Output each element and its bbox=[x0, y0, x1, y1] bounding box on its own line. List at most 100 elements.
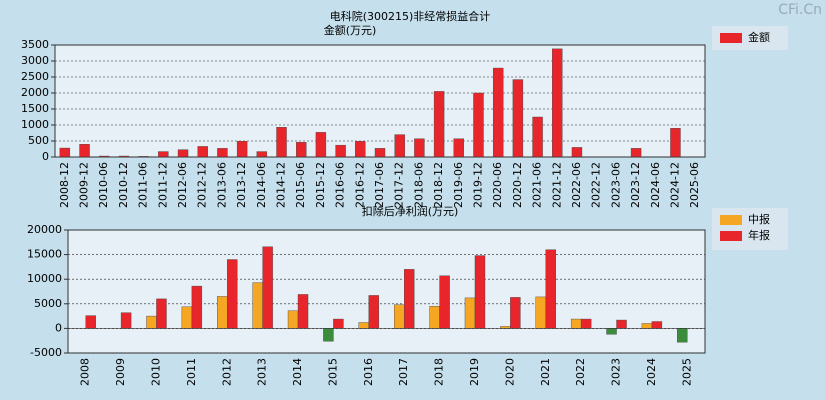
bar bbox=[570, 318, 582, 329]
x-tick-label: 2012-12 bbox=[196, 162, 209, 208]
legend-swatch bbox=[720, 231, 742, 241]
bar bbox=[323, 328, 334, 342]
bar bbox=[429, 306, 440, 329]
x-tick-label: 2024-12 bbox=[668, 162, 681, 208]
x-tick-label: 2010 bbox=[149, 358, 162, 386]
bar bbox=[355, 141, 366, 158]
y-tick-label: 15000 bbox=[27, 248, 62, 261]
x-tick-label: 2017-12 bbox=[393, 162, 406, 208]
chart-title: 电科院(300215)非经常损益合计 bbox=[330, 9, 491, 23]
bar bbox=[393, 304, 405, 329]
bar bbox=[414, 138, 425, 158]
x-tick-label: 2010-12 bbox=[117, 162, 130, 208]
bar bbox=[256, 151, 268, 158]
bar bbox=[473, 92, 484, 158]
bar bbox=[296, 142, 307, 158]
x-tick-label: 2018 bbox=[433, 358, 446, 386]
x-tick-label: 2019 bbox=[468, 358, 481, 386]
y-tick-label: 1500 bbox=[21, 102, 49, 115]
bar bbox=[358, 322, 370, 329]
y-tick-label: 3000 bbox=[21, 54, 49, 67]
x-tick-label: 2021-12 bbox=[550, 162, 563, 208]
bar bbox=[333, 318, 344, 329]
bar bbox=[276, 127, 287, 158]
x-tick-label: 2011 bbox=[185, 358, 198, 386]
y-tick-label: -5000 bbox=[30, 346, 62, 359]
bar bbox=[510, 297, 521, 329]
bar bbox=[474, 255, 486, 329]
bar bbox=[287, 310, 299, 329]
bar bbox=[59, 147, 71, 158]
x-tick-label: 2019-12 bbox=[471, 162, 484, 208]
y-tick-label: 2000 bbox=[21, 86, 49, 99]
x-tick-label: 2015-06 bbox=[294, 162, 307, 208]
legend-label: 年报 bbox=[748, 228, 770, 242]
bar bbox=[535, 296, 546, 329]
bar bbox=[552, 48, 563, 158]
bar bbox=[532, 116, 543, 158]
bar bbox=[297, 294, 309, 329]
bar bbox=[580, 318, 592, 329]
y-tick-label: 0 bbox=[55, 321, 62, 334]
bar bbox=[217, 296, 228, 329]
bar bbox=[453, 138, 464, 158]
x-tick-label: 2025-06 bbox=[688, 162, 701, 208]
x-tick-label: 2025 bbox=[680, 358, 693, 386]
y-tick-label: 20000 bbox=[27, 223, 62, 236]
x-tick-label: 2013-06 bbox=[215, 162, 228, 208]
bar bbox=[368, 295, 380, 329]
bar bbox=[335, 144, 346, 158]
bar bbox=[120, 312, 132, 329]
x-tick-label: 2022-06 bbox=[570, 162, 583, 208]
x-tick-label: 2011-12 bbox=[156, 162, 169, 208]
x-tick-label: 2023-06 bbox=[609, 162, 622, 208]
bar bbox=[227, 259, 238, 329]
legend-label: 中报 bbox=[748, 212, 770, 226]
x-tick-label: 2019-06 bbox=[452, 162, 465, 208]
bar bbox=[512, 79, 524, 158]
x-tick-label: 2021-06 bbox=[531, 162, 544, 208]
x-tick-label: 2023-12 bbox=[629, 162, 642, 208]
bar bbox=[571, 147, 583, 158]
x-tick-label: 2016-12 bbox=[353, 162, 366, 208]
x-tick-label: 2009 bbox=[114, 358, 127, 386]
chart-title: 扣除后净利润(万元) bbox=[362, 204, 459, 218]
legend-swatch bbox=[720, 33, 742, 43]
y-axis-label: 金额(万元) bbox=[324, 23, 377, 37]
x-tick-label: 2008 bbox=[79, 358, 92, 386]
x-tick-label: 2018-12 bbox=[432, 162, 445, 208]
x-tick-label: 2011-06 bbox=[137, 162, 150, 208]
bar bbox=[641, 323, 653, 329]
bar bbox=[464, 297, 476, 329]
x-tick-label: 2021 bbox=[539, 358, 552, 386]
x-tick-label: 2024 bbox=[645, 358, 658, 386]
x-tick-label: 2023 bbox=[610, 358, 623, 386]
bar bbox=[158, 151, 169, 158]
x-tick-label: 2017 bbox=[397, 358, 410, 386]
legend-label: 金额 bbox=[748, 30, 770, 44]
x-tick-label: 2020-12 bbox=[511, 162, 524, 208]
x-tick-label: 2014 bbox=[291, 358, 304, 386]
x-tick-label: 2020 bbox=[503, 358, 516, 386]
bar bbox=[433, 91, 445, 158]
plot-area bbox=[54, 44, 706, 158]
bar bbox=[262, 246, 273, 329]
bar bbox=[670, 127, 681, 158]
bar bbox=[403, 269, 415, 329]
y-tick-label: 500 bbox=[28, 134, 49, 147]
bar bbox=[252, 282, 263, 329]
x-tick-label: 2010-06 bbox=[97, 162, 110, 208]
x-tick-label: 2013 bbox=[256, 358, 269, 386]
x-tick-label: 2009-12 bbox=[78, 162, 91, 208]
y-tick-label: 5000 bbox=[34, 297, 62, 310]
x-tick-label: 2017-06 bbox=[373, 162, 386, 208]
bar bbox=[374, 148, 386, 158]
x-tick-label: 2013-12 bbox=[235, 162, 248, 208]
bar bbox=[630, 148, 642, 158]
x-tick-label: 2022 bbox=[574, 358, 587, 386]
x-tick-label: 2012-06 bbox=[176, 162, 189, 208]
bar bbox=[606, 328, 617, 335]
x-tick-label: 2015-12 bbox=[314, 162, 327, 208]
x-tick-label: 2015 bbox=[326, 358, 339, 386]
